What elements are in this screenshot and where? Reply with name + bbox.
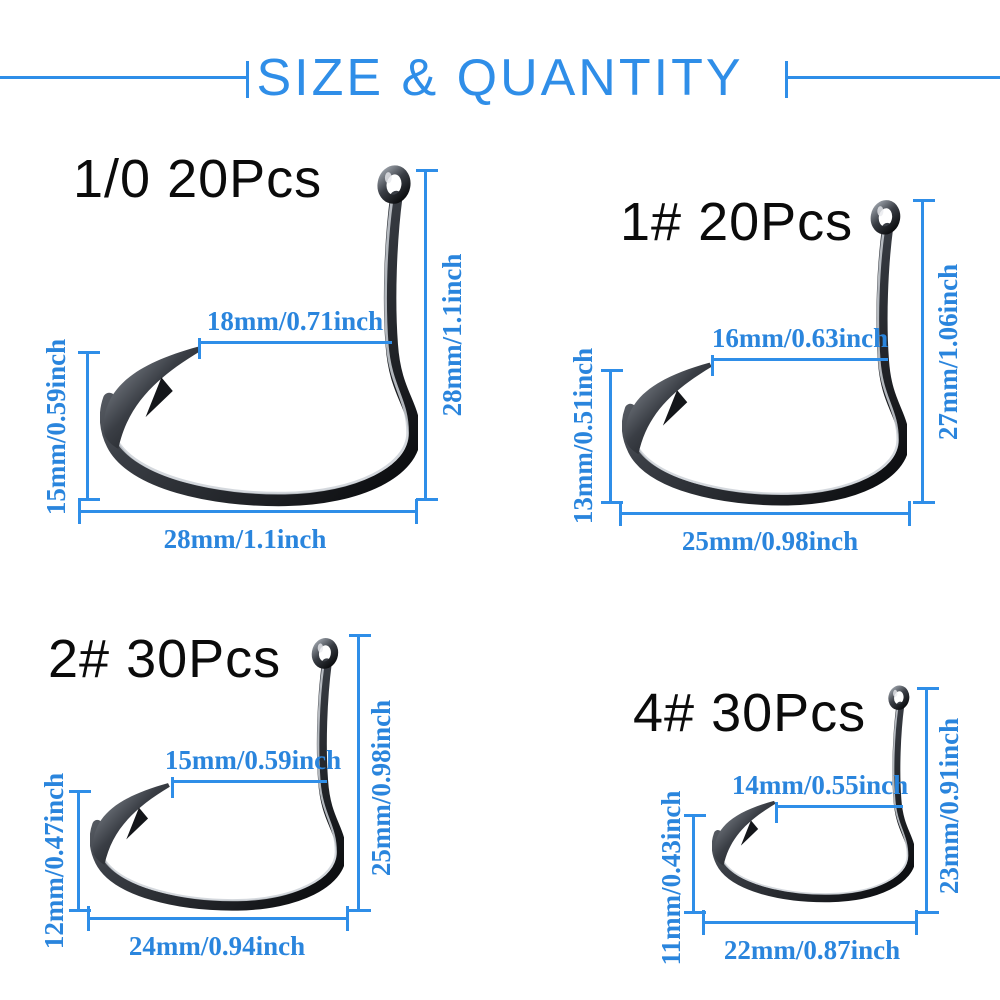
dim-line-total-length [349, 634, 371, 912]
hook-size-quantity-label: 1# 20Pcs [620, 192, 854, 252]
dim-label-total-length: 23mm/0.91inch [934, 717, 964, 895]
dim-label-gap-width: 18mm/0.71inch [206, 306, 384, 336]
dim-line-gape-height [601, 369, 623, 504]
dim-label-gape-height: 15mm/0.59inch [41, 338, 71, 516]
dim-label-gape-height: 11mm/0.43inch [656, 790, 686, 966]
hook-size-quantity-label: 4# 30Pcs [633, 683, 867, 743]
dim-label-gap-width: 15mm/0.59inch [164, 745, 342, 775]
dim-label-gape-height: 12mm/0.47inch [39, 772, 69, 950]
dim-line-total-length [913, 199, 935, 504]
dim-line-total-width [87, 906, 349, 931]
dim-line-gap-width [775, 802, 903, 823]
dim-line-total-width [619, 501, 911, 526]
dim-label-total-length: 27mm/1.06inch [933, 263, 963, 441]
dim-label-total-width: 28mm/1.1inch [163, 524, 327, 554]
dim-line-gap-width [198, 338, 392, 359]
dim-line-total-length [917, 687, 939, 914]
dim-label-gap-width: 16mm/0.63inch [711, 323, 889, 353]
dim-label-total-length: 25mm/0.98inch [366, 699, 396, 877]
dim-label-gap-width: 14mm/0.55inch [731, 770, 909, 800]
dim-label-total-width: 25mm/0.98inch [681, 526, 859, 556]
dim-line-total-length [416, 169, 438, 501]
dim-label-total-width: 22mm/0.87inch [723, 935, 901, 965]
dim-line-gape-height [684, 814, 706, 914]
dim-label-total-width: 24mm/0.94inch [128, 931, 306, 961]
dim-label-total-length: 28mm/1.1inch [437, 253, 467, 417]
dim-line-total-width [78, 499, 418, 524]
dim-line-gape-height [69, 790, 91, 912]
header-rule-left [0, 61, 249, 98]
dim-line-total-width [702, 910, 918, 935]
header-rule-right [785, 61, 1000, 98]
dim-line-gap-width [171, 777, 327, 798]
hook-size-quantity-label: 2# 30Pcs [48, 629, 282, 689]
page-title: SIZE & QUANTITY [256, 49, 744, 107]
dim-line-gap-width [711, 355, 888, 376]
hook-size-quantity-label: 1/0 20Pcs [73, 149, 323, 209]
dim-line-gape-height [78, 351, 100, 501]
dim-label-gape-height: 13mm/0.51inch [568, 347, 598, 525]
